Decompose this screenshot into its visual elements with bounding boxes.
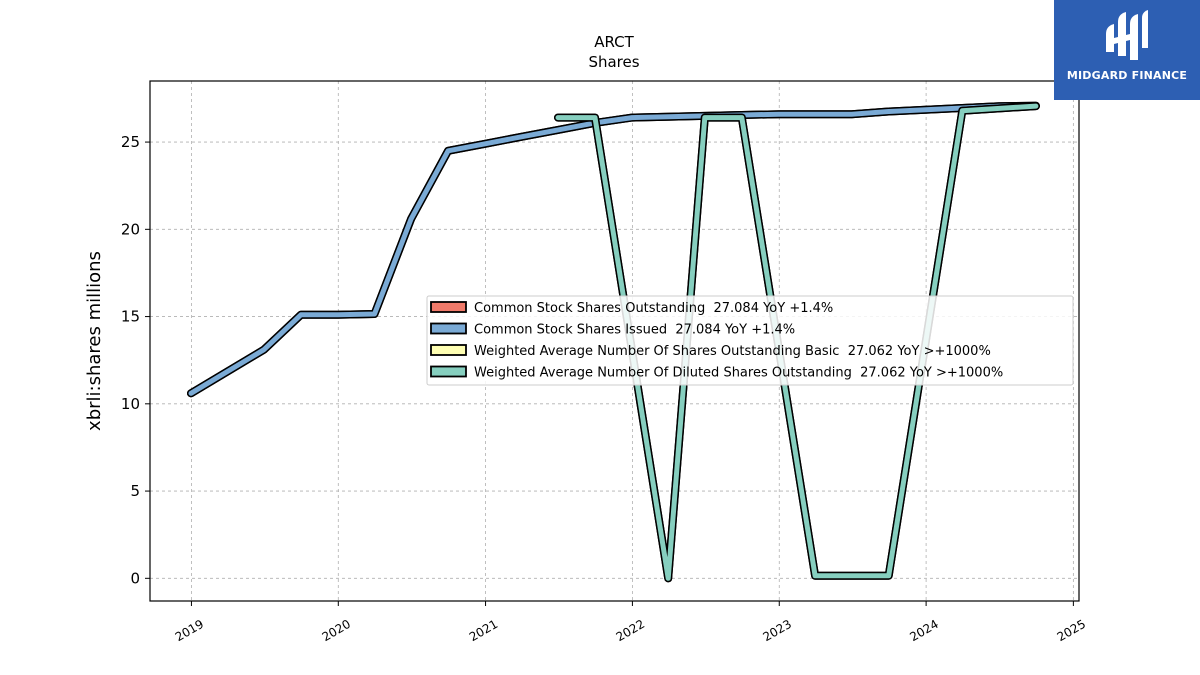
legend-label: Common Stock Shares Outstanding 27.084 Y… [474, 301, 833, 316]
y-axis-ticks: 0 5 10 15 20 25 [121, 133, 150, 587]
y-tick-label: 5 [130, 482, 140, 500]
midgard-finance-logo: MIDGARD FINANCE [1054, 0, 1200, 100]
legend-swatch [430, 344, 467, 356]
y-tick-label: 10 [121, 395, 140, 413]
legend-label: Weighted Average Number Of Diluted Share… [474, 366, 1003, 381]
x-tick-label: 2022 [614, 617, 647, 644]
chart-subtitle: Shares [588, 53, 639, 71]
legend-box [426, 295, 1074, 386]
y-axis-label: xbrli:shares millions [84, 251, 105, 431]
y-tick-label: 0 [130, 569, 140, 587]
x-tick-label: 2024 [907, 617, 940, 644]
x-tick-label: 2020 [320, 617, 353, 644]
x-tick-label: 2021 [467, 617, 500, 644]
y-tick-label: 25 [121, 133, 140, 151]
legend-label: Common Stock Shares Issued 27.084 YoY +1… [474, 323, 795, 338]
legend-swatch [430, 301, 467, 313]
legend-swatch [430, 322, 467, 335]
x-tick-label: 2019 [173, 617, 206, 644]
legend: Common Stock Shares Outstanding 27.084 Y… [426, 295, 1074, 386]
chart-title: ARCT [594, 33, 634, 51]
plot-frame [149, 80, 1080, 602]
x-tick-label: 2023 [761, 617, 794, 644]
x-axis-ticks: 2019 2020 2021 2022 2023 2024 2025 [173, 601, 1088, 644]
logo-mark-icon [1106, 10, 1148, 60]
logo-text: MIDGARD FINANCE [1066, 69, 1188, 82]
series-line [188, 103, 1039, 396]
x-tick-label: 2025 [1055, 617, 1088, 644]
y-tick-label: 15 [121, 308, 140, 326]
y-tick-label: 20 [121, 220, 140, 238]
legend-swatch [430, 365, 467, 378]
legend-label: Weighted Average Number Of Shares Outsta… [474, 344, 991, 359]
